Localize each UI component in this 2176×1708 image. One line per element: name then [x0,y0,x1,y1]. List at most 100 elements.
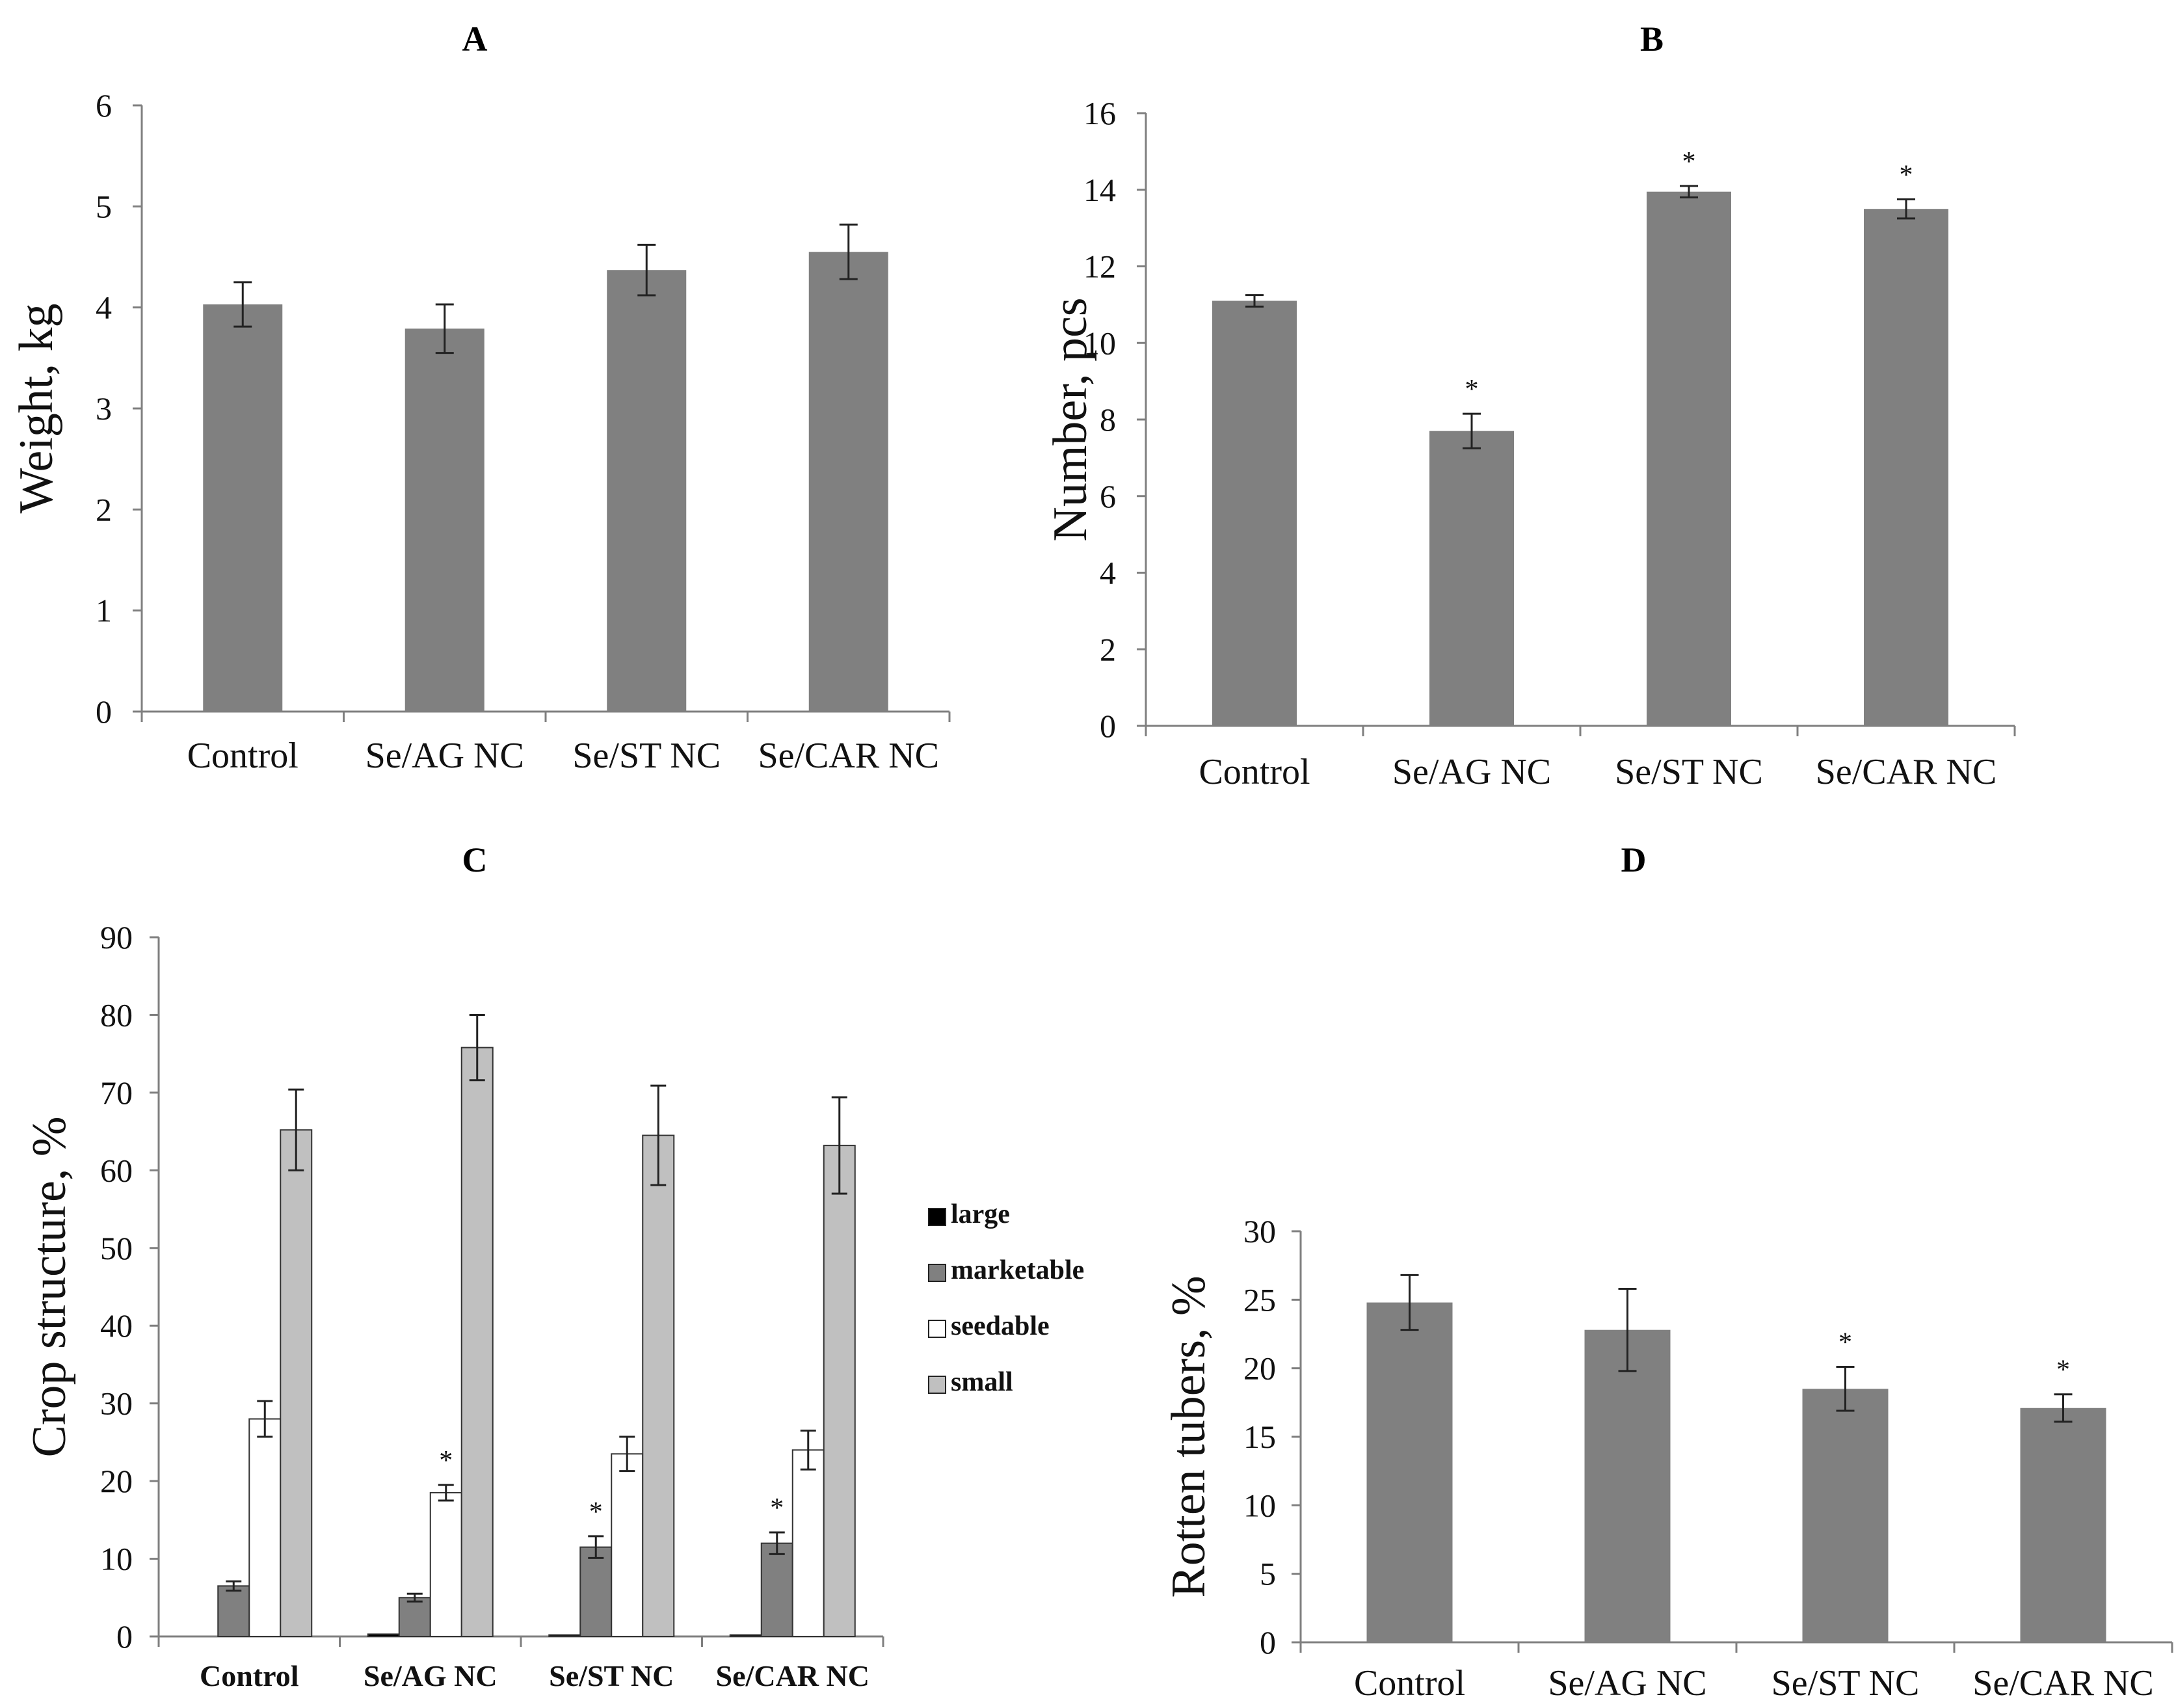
chart-title: B [1640,20,1664,59]
bar-weight [808,252,888,712]
x-category-label: Se/ST NC [572,736,721,776]
y-tick-label: 30 [100,1385,133,1422]
y-tick-label: 60 [100,1152,133,1188]
bar-rotten [1366,1302,1453,1642]
y-tick-label: 20 [1243,1350,1276,1387]
y-tick-label: 70 [100,1074,133,1111]
y-tick-label: 10 [100,1541,133,1577]
y-tick-label: 6 [96,87,112,124]
significance-marker: * [1465,375,1479,405]
bar-rotten [2020,1408,2106,1642]
y-tick-label: 40 [100,1307,133,1344]
y-tick-label: 4 [1100,555,1116,591]
bar-number [1647,191,1731,727]
y-axis-title: Rotten tubers, % [1162,1275,1215,1597]
x-category-label: Se/CAR NC [1972,1663,2154,1703]
chart-panel-a: A 0 1 2 3 4 5 6 Weight, kg Control Se/AG NC Se/ST N… [10,20,951,776]
bar-large [367,1633,400,1638]
x-category-label: Control [1354,1663,1465,1703]
y-tick-label: 0 [116,1618,133,1655]
bar-small [823,1145,856,1637]
y-tick-label: 15 [1243,1419,1276,1455]
x-category-label: Se/AG NC [1548,1663,1706,1703]
y-tick-label: 0 [96,693,112,730]
legend-swatch [928,1376,946,1394]
bar-weight [203,304,283,712]
chart-panel-d: D 0 5 10 15 20 25 30 Rotten tubers, % Control Se/A… [1162,840,2173,1703]
y-tick-label: 6 [1100,478,1116,514]
x-category-label: Se/ST NC [1771,1663,1920,1703]
y-axis-title: Number, pcs [1044,297,1097,541]
bar-rotten [1584,1329,1671,1642]
chart-title: A [462,20,488,59]
y-tick-label: 50 [100,1230,133,1266]
legend-label: large [951,1199,1010,1229]
y-axis-title: Weight, kg [10,304,63,514]
y-tick-label: 0 [1100,708,1116,744]
chart-panel-c: C 0 10 20 30 40 50 60 70 80 90 Crop structure, % Con… [23,840,1084,1692]
bar-marketable [760,1542,793,1638]
y-tick-label: 2 [1100,631,1116,667]
bar-small [280,1129,313,1637]
x-category-label: Se/AG NC [1392,752,1551,792]
x-category-label: Se/CAR NC [758,736,940,776]
x-category-label: Se/CAR NC [716,1659,869,1692]
y-tick-label: 30 [1243,1213,1276,1249]
bar-marketable [398,1597,431,1638]
y-tick-label: 14 [1083,172,1116,208]
significance-marker: * [770,1493,784,1523]
bar-seedable [429,1492,462,1638]
bar-number [1429,431,1514,726]
y-tick-label: 1 [96,593,112,629]
bar-small [642,1134,675,1638]
significance-marker: * [1900,160,1913,190]
x-category-label: Control [187,736,299,776]
bar-large [548,1634,581,1637]
y-tick-label: 3 [96,390,112,427]
y-tick-label: 25 [1243,1281,1276,1318]
bar-number [1212,300,1297,726]
legend-label: small [951,1367,1013,1397]
legend-label: seedable [951,1311,1050,1341]
y-tick-label: 10 [1083,325,1116,361]
y-axis-title: Crop structure, % [23,1116,76,1457]
bar-seedable [248,1418,282,1638]
significance-marker: * [439,1446,453,1476]
significance-marker: * [1682,147,1696,177]
chart-title: C [462,840,488,879]
bar-small [460,1047,494,1637]
bar-weight [405,328,484,712]
bar-large [729,1634,762,1637]
y-tick-label: 0 [1260,1624,1276,1661]
x-category-label: Se/ST NC [1615,752,1763,792]
bar-seedable [791,1449,825,1637]
significance-marker: * [589,1497,603,1527]
x-category-label: Se/AG NC [364,1659,498,1692]
y-tick-label: 5 [1260,1556,1276,1592]
y-tick-label: 20 [100,1463,133,1499]
y-tick-label: 12 [1083,248,1116,285]
y-tick-label: 2 [96,491,112,527]
x-category-label: Se/AG NC [365,736,524,776]
chart-panel-b: B 0 2 4 6 8 10 12 14 16 Number, pcs Control Se/AG NC… [1044,20,2016,792]
bar-marketable [579,1546,613,1638]
legend-swatch [928,1208,946,1226]
x-category-label: Control [200,1659,299,1692]
significance-marker: * [1838,1328,1852,1358]
y-tick-label: 4 [96,289,112,326]
significance-marker: * [2056,1355,2070,1385]
legend-swatch [928,1320,946,1338]
bar-marketable [217,1585,250,1637]
y-tick-label: 16 [1083,95,1116,131]
bar-number [1864,209,1948,726]
y-tick-label: 8 [1100,401,1116,438]
x-category-label: Se/CAR NC [1816,752,1997,792]
chart-legend: large marketable seedable small [928,1199,1084,1397]
bar-seedable [611,1453,644,1638]
legend-label: marketable [951,1255,1084,1285]
y-tick-label: 5 [96,188,112,224]
legend-swatch [928,1264,946,1282]
y-tick-label: 10 [1243,1487,1276,1523]
bar-rotten [1802,1389,1889,1642]
